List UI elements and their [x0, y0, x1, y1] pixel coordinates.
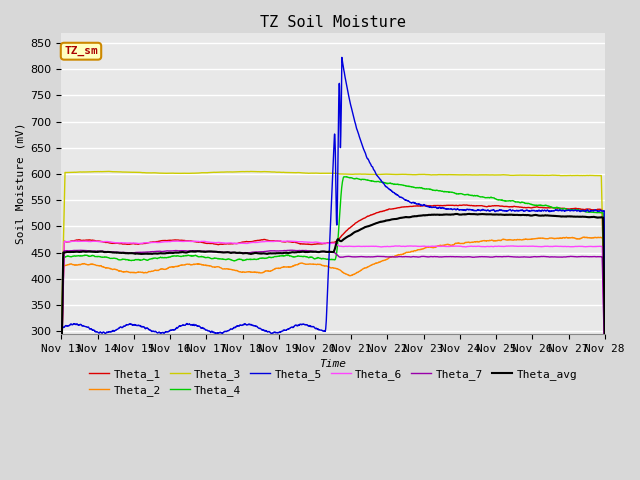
Theta_6 — [58, 362, 65, 368]
Theta_avg — [152, 251, 159, 256]
Theta_2 — [591, 235, 598, 240]
Theta_7 — [266, 248, 273, 254]
Theta_6 — [290, 238, 298, 244]
X-axis label: Time: Time — [319, 359, 347, 369]
Theta_2 — [532, 236, 540, 241]
Theta_avg — [120, 250, 127, 256]
Theta_7 — [532, 254, 540, 260]
Theta_6 — [532, 243, 540, 249]
Theta_5 — [58, 405, 65, 411]
Theta_1 — [289, 240, 297, 245]
Theta_3 — [105, 168, 113, 174]
Theta_avg — [289, 250, 297, 255]
Theta_1 — [266, 238, 273, 244]
Theta_3 — [58, 327, 65, 333]
Theta_5 — [338, 55, 346, 60]
Theta_7 — [58, 367, 65, 372]
Theta_2 — [266, 268, 273, 274]
Theta_3 — [266, 169, 274, 175]
Theta_avg — [58, 368, 65, 373]
Theta_2 — [601, 355, 609, 361]
Theta_1 — [58, 362, 65, 368]
Theta_avg — [465, 211, 473, 217]
Theta_6 — [266, 239, 273, 244]
Theta_2 — [580, 234, 588, 240]
Theta_1 — [152, 239, 159, 245]
Line: Theta_3: Theta_3 — [61, 171, 605, 330]
Theta_3 — [290, 170, 298, 176]
Theta_2 — [152, 267, 159, 273]
Theta_5 — [120, 324, 127, 329]
Text: TZ_sm: TZ_sm — [64, 46, 98, 56]
Theta_4 — [266, 254, 273, 260]
Theta_avg — [601, 336, 609, 342]
Theta_avg — [266, 251, 273, 256]
Theta_7 — [288, 247, 296, 253]
Line: Theta_4: Theta_4 — [61, 177, 605, 373]
Theta_3 — [120, 169, 127, 175]
Theta_6 — [276, 238, 284, 244]
Theta_1 — [532, 204, 540, 210]
Line: Theta_6: Theta_6 — [61, 241, 605, 365]
Title: TZ Soil Moisture: TZ Soil Moisture — [260, 15, 406, 30]
Theta_6 — [601, 357, 609, 362]
Theta_7 — [120, 250, 127, 255]
Theta_5 — [152, 329, 159, 335]
Theta_5 — [289, 324, 297, 330]
Theta_3 — [532, 172, 540, 178]
Line: Theta_avg: Theta_avg — [61, 214, 605, 371]
Theta_avg — [532, 212, 540, 218]
Theta_4 — [58, 370, 65, 376]
Theta_1 — [591, 207, 598, 213]
Theta_3 — [152, 170, 159, 176]
Line: Theta_7: Theta_7 — [61, 250, 605, 370]
Theta_5 — [601, 312, 609, 318]
Theta_4 — [591, 209, 598, 215]
Theta_5 — [591, 207, 598, 213]
Theta_4 — [532, 203, 540, 208]
Theta_7 — [152, 249, 159, 254]
Theta_6 — [591, 244, 598, 250]
Line: Theta_2: Theta_2 — [61, 237, 605, 373]
Theta_4 — [120, 256, 127, 262]
Theta_4 — [152, 255, 159, 261]
Theta_2 — [58, 370, 65, 376]
Theta_avg — [591, 214, 598, 220]
Theta_1 — [460, 202, 468, 208]
Theta_7 — [601, 362, 609, 368]
Theta_1 — [601, 337, 609, 343]
Theta_5 — [532, 208, 540, 214]
Theta_7 — [290, 248, 298, 253]
Theta_4 — [289, 254, 297, 260]
Theta_2 — [289, 263, 297, 269]
Line: Theta_1: Theta_1 — [61, 205, 605, 365]
Theta_7 — [591, 254, 598, 260]
Theta_5 — [266, 329, 273, 335]
Theta_1 — [120, 241, 127, 247]
Y-axis label: Soil Moisture (mV): Soil Moisture (mV) — [15, 122, 25, 244]
Theta_4 — [342, 174, 350, 180]
Theta_6 — [120, 240, 127, 246]
Theta_6 — [152, 240, 159, 245]
Legend: Theta_1, Theta_2, Theta_3, Theta_4, Theta_5, Theta_6, Theta_7, Theta_avg: Theta_1, Theta_2, Theta_3, Theta_4, Thet… — [84, 364, 582, 401]
Line: Theta_5: Theta_5 — [61, 58, 605, 408]
Theta_4 — [601, 334, 609, 340]
Theta_3 — [601, 321, 609, 327]
Theta_3 — [591, 173, 598, 179]
Theta_2 — [120, 269, 127, 275]
